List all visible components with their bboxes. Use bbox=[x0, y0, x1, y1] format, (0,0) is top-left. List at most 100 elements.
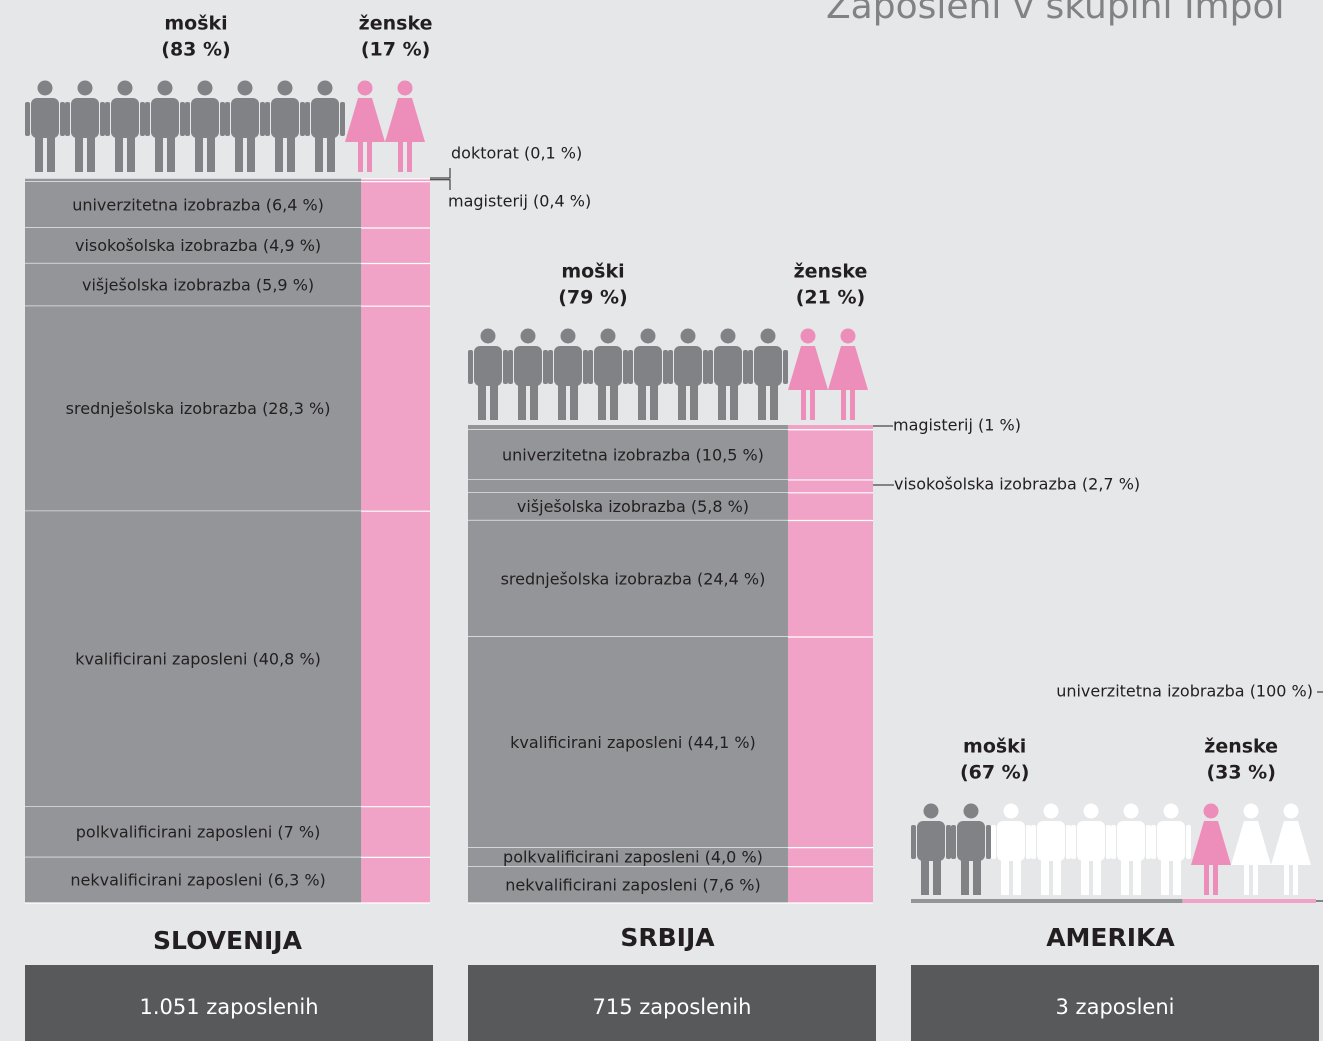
segment bbox=[468, 637, 788, 848]
icon-leg bbox=[1053, 853, 1061, 895]
icon-arm bbox=[1111, 825, 1116, 859]
icon-arm bbox=[60, 102, 65, 136]
male-label: moški bbox=[963, 736, 1026, 758]
leader-line bbox=[430, 168, 451, 179]
male-icon bbox=[1111, 803, 1151, 895]
icon-arm bbox=[1071, 825, 1076, 859]
icon-head bbox=[1003, 803, 1019, 819]
icon-arm bbox=[105, 102, 110, 136]
segment bbox=[468, 425, 788, 430]
icon-leg bbox=[1173, 853, 1181, 895]
icon-leg bbox=[207, 130, 215, 172]
female-share: (33 %) bbox=[1206, 762, 1275, 784]
icon-leg bbox=[1204, 863, 1209, 895]
icon-head bbox=[1043, 803, 1059, 819]
icon-head bbox=[77, 80, 93, 96]
icon-body bbox=[1077, 821, 1105, 861]
segment-label: polkvalificirani zaposleni (4,0 %) bbox=[503, 848, 763, 867]
icon-head bbox=[1163, 803, 1179, 819]
icon-arm bbox=[1031, 825, 1036, 859]
male-share: (79 %) bbox=[558, 287, 627, 309]
icon-arm bbox=[951, 825, 956, 859]
icon-head bbox=[640, 328, 656, 344]
icon-leg bbox=[367, 140, 372, 172]
icon-head bbox=[520, 328, 536, 344]
male-icon bbox=[305, 80, 345, 172]
icon-leg bbox=[315, 130, 323, 172]
icon-body bbox=[311, 98, 339, 138]
female-icon bbox=[385, 80, 425, 172]
icon-arm bbox=[991, 825, 996, 859]
employee-count: 3 zaposleni bbox=[1056, 995, 1175, 1019]
female-icon bbox=[1271, 803, 1311, 895]
male-icon bbox=[911, 803, 951, 895]
icon-leg bbox=[1001, 853, 1009, 895]
icon-arm bbox=[583, 350, 588, 384]
male-icon bbox=[1031, 803, 1071, 895]
icon-head bbox=[157, 80, 173, 96]
male-icon bbox=[628, 328, 668, 420]
icon-head bbox=[1083, 803, 1099, 819]
female-icon bbox=[828, 328, 868, 420]
segment bbox=[25, 857, 362, 903]
icon-leg bbox=[718, 378, 726, 420]
icon-head bbox=[560, 328, 576, 344]
icon-arm bbox=[265, 102, 270, 136]
icon-arm bbox=[140, 102, 145, 136]
icon-body bbox=[151, 98, 179, 138]
male-label: moški bbox=[164, 13, 227, 35]
employee-box bbox=[911, 965, 1319, 1041]
icon-arm bbox=[1106, 825, 1111, 859]
male-icon bbox=[65, 80, 105, 172]
icon-head bbox=[37, 80, 53, 96]
segment-label: doktorat (0,1 %) bbox=[451, 144, 582, 163]
icon-body bbox=[1157, 821, 1185, 861]
segment-label: magisterij (0,4 %) bbox=[448, 192, 591, 211]
icon-head bbox=[720, 328, 736, 344]
icon-arm bbox=[663, 350, 668, 384]
icon-leg bbox=[678, 378, 686, 420]
icon-body bbox=[71, 98, 99, 138]
female-icon bbox=[1191, 803, 1231, 895]
segment bbox=[468, 847, 788, 867]
leader-line bbox=[430, 179, 451, 190]
icon-arm bbox=[185, 102, 190, 136]
icon-leg bbox=[1293, 863, 1298, 895]
icon-leg bbox=[921, 853, 929, 895]
icon-head bbox=[1243, 803, 1259, 819]
icon-leg bbox=[973, 853, 981, 895]
male-share: (67 %) bbox=[960, 762, 1029, 784]
female-column bbox=[1182, 899, 1316, 903]
icon-leg bbox=[558, 378, 566, 420]
icon-leg bbox=[801, 388, 806, 420]
segment-label: višješolska izobrazba (5,9 %) bbox=[82, 275, 314, 294]
male-icon bbox=[708, 328, 748, 420]
icon-leg bbox=[167, 130, 175, 172]
icon-head bbox=[800, 328, 816, 344]
icon-arm bbox=[25, 102, 30, 136]
icon-body bbox=[674, 346, 702, 386]
segment bbox=[25, 806, 362, 858]
icon-arm bbox=[220, 102, 225, 136]
country-name: AMERIKA bbox=[1046, 923, 1175, 952]
icon-arm bbox=[225, 102, 230, 136]
icon-dress bbox=[1271, 821, 1311, 865]
icon-head bbox=[923, 803, 939, 819]
segment-label: polkvalificirani zaposleni (7 %) bbox=[76, 823, 321, 842]
icon-leg bbox=[195, 130, 203, 172]
male-icon bbox=[265, 80, 305, 172]
female-icon bbox=[1231, 803, 1271, 895]
icon-leg bbox=[933, 853, 941, 895]
icon-head bbox=[357, 80, 373, 96]
icon-head bbox=[277, 80, 293, 96]
icon-leg bbox=[1121, 853, 1129, 895]
icon-body bbox=[754, 346, 782, 386]
icon-head bbox=[760, 328, 776, 344]
icon-arm bbox=[708, 350, 713, 384]
icon-leg bbox=[730, 378, 738, 420]
icon-dress bbox=[1231, 821, 1271, 865]
icon-leg bbox=[841, 388, 846, 420]
icon-body bbox=[191, 98, 219, 138]
segment-label: srednješolska izobrazba (28,3 %) bbox=[66, 399, 331, 418]
icon-leg bbox=[247, 130, 255, 172]
